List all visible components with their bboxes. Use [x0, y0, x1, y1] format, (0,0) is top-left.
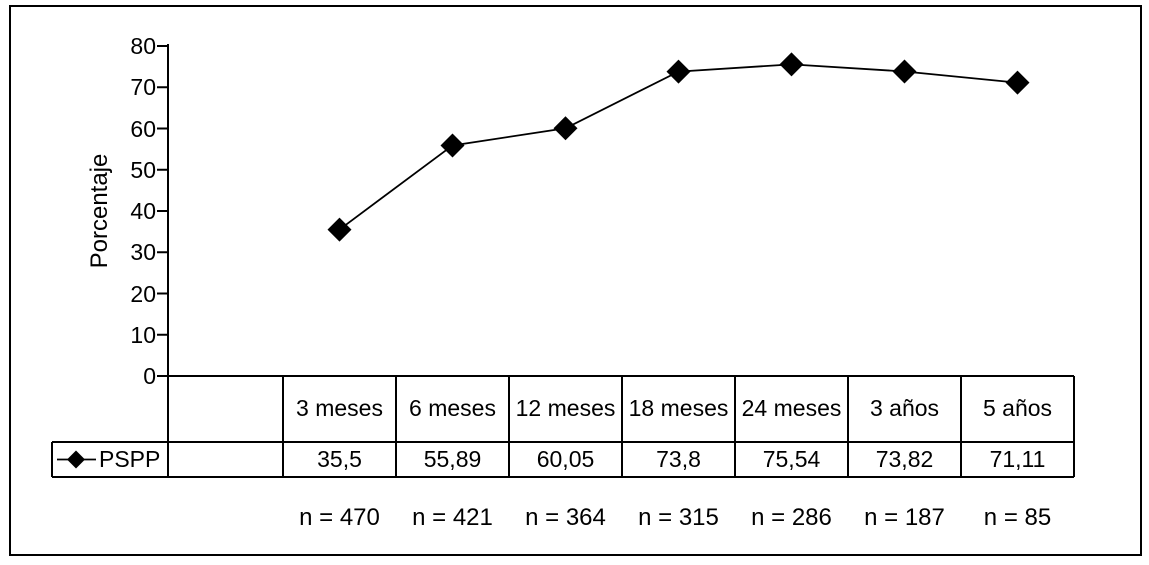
category-header-cell: 3 años [869, 395, 940, 421]
pspp-data-point-marker [666, 59, 691, 84]
y-tick-label: 60 [130, 115, 156, 142]
pspp-data-point-marker [779, 52, 804, 77]
series-value-cell: 75,54 [762, 446, 821, 472]
sample-size-label: n = 85 [983, 504, 1052, 531]
series-value-cell: 73,8 [656, 446, 701, 472]
pspp-data-line [338, 63, 1018, 231]
series-value-cell: 60,05 [536, 446, 595, 472]
category-header-cell: 6 meses [409, 395, 496, 421]
sample-size-label: n = 421 [412, 504, 493, 531]
y-tick-label: 80 [130, 33, 156, 59]
series-value-cell: 71,11 [989, 446, 1046, 472]
category-header-cell: 12 meses [515, 395, 616, 421]
series-value-cell: 73,82 [875, 446, 934, 472]
y-tick-label: 20 [130, 280, 156, 307]
y-tick-label: 10 [130, 321, 156, 348]
category-header-cell: 5 años [982, 395, 1053, 421]
sample-size-label: n = 315 [638, 504, 719, 531]
y-tick-label: 70 [130, 74, 156, 101]
legend-series-label: PSPP [99, 446, 161, 472]
pspp-data-point-marker [553, 116, 578, 141]
pspp-data-point-marker [327, 217, 352, 242]
category-header-cell: 18 meses [628, 395, 729, 421]
y-tick-label: 0 [143, 363, 156, 389]
sample-size-label: n = 286 [751, 504, 832, 531]
series-value-cell: 35,5 [317, 446, 362, 472]
y-tick-label: 40 [130, 198, 156, 224]
sample-size-label: n = 187 [864, 504, 945, 531]
category-header-cell: 24 meses [741, 395, 842, 421]
chart-frame-border [9, 5, 1142, 556]
series-value-cell: 55,89 [423, 446, 482, 472]
legend-diamond-marker [67, 450, 85, 469]
category-header-cell: 3 meses [296, 395, 383, 421]
pspp-data-point-marker [892, 59, 917, 84]
y-tick-label: 30 [130, 239, 156, 266]
sample-size-label: n = 364 [525, 504, 606, 531]
sample-size-label: n = 470 [299, 504, 380, 531]
y-tick-label: 50 [130, 156, 156, 183]
pspp-data-point-marker [440, 133, 465, 158]
pspp-data-point-marker [1005, 70, 1030, 95]
